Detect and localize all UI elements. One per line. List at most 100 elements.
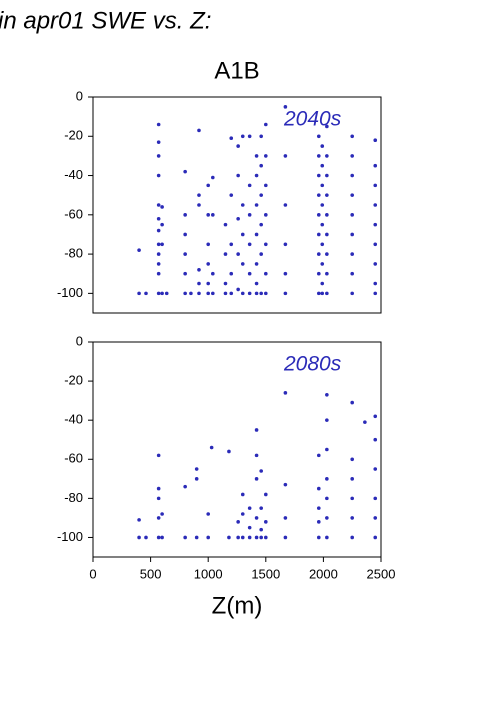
x-tick-label: 1000 <box>194 566 223 581</box>
point <box>156 242 161 247</box>
point <box>373 496 378 501</box>
point <box>229 193 234 197</box>
point <box>227 449 231 454</box>
point <box>236 252 240 256</box>
point <box>325 535 329 540</box>
y-tick-label: -80 <box>64 246 83 261</box>
point <box>373 138 378 142</box>
point <box>316 213 321 217</box>
point <box>316 271 321 276</box>
point <box>325 124 329 129</box>
point <box>247 535 252 540</box>
point <box>137 248 141 252</box>
point <box>264 183 268 188</box>
point <box>247 525 252 530</box>
point <box>156 291 161 296</box>
point <box>325 173 329 178</box>
x-tick-label: 2500 <box>367 566 396 581</box>
point <box>373 262 378 266</box>
point <box>316 486 321 491</box>
point <box>156 271 161 276</box>
point <box>259 469 263 473</box>
point <box>325 154 329 158</box>
point <box>240 203 245 207</box>
point <box>350 193 355 197</box>
point <box>197 128 201 133</box>
point <box>373 222 378 227</box>
point <box>325 418 329 422</box>
point <box>211 291 215 296</box>
point <box>254 154 259 158</box>
point <box>209 445 214 450</box>
point <box>183 169 187 174</box>
point <box>137 291 141 296</box>
point <box>316 252 321 256</box>
point <box>350 457 355 462</box>
point <box>240 492 245 497</box>
point <box>236 173 240 178</box>
chart-title: A1B <box>214 57 259 84</box>
y-tick-label: -20 <box>64 373 83 388</box>
point <box>325 291 329 296</box>
point <box>325 516 329 520</box>
y-tick-label: -80 <box>64 490 83 505</box>
point <box>316 193 321 197</box>
point <box>264 520 268 524</box>
point <box>350 400 355 405</box>
annotation: 2080s <box>283 353 342 376</box>
point <box>206 535 210 540</box>
point <box>264 492 268 497</box>
point <box>320 144 325 148</box>
point <box>316 291 321 296</box>
point <box>316 506 321 510</box>
point <box>350 213 355 217</box>
point <box>206 213 210 217</box>
point <box>325 193 329 197</box>
point <box>373 281 378 286</box>
x-tick-label: 2000 <box>309 566 338 581</box>
point <box>254 477 259 481</box>
point <box>236 520 240 524</box>
point <box>325 232 329 237</box>
point <box>183 484 187 489</box>
point <box>194 477 199 481</box>
point <box>373 163 378 168</box>
point <box>320 163 325 168</box>
point <box>206 291 210 296</box>
point <box>373 242 378 247</box>
point <box>259 193 263 197</box>
point <box>194 467 199 471</box>
point <box>264 242 268 247</box>
point <box>206 262 210 266</box>
point <box>223 252 228 256</box>
point <box>259 222 263 227</box>
point <box>350 154 355 158</box>
point <box>160 291 164 296</box>
point <box>156 173 161 178</box>
point <box>264 213 268 217</box>
point <box>264 535 268 540</box>
point <box>316 520 321 524</box>
point <box>156 216 161 221</box>
point <box>160 205 164 209</box>
y-tick-label: 0 <box>76 333 83 348</box>
point <box>197 281 201 286</box>
point <box>183 232 187 237</box>
plot-frame <box>92 96 382 314</box>
point <box>183 271 187 276</box>
point <box>229 242 234 247</box>
point <box>373 467 378 471</box>
x-tick-label: 0 <box>89 566 96 581</box>
point <box>160 222 164 227</box>
point <box>373 183 378 188</box>
point <box>325 392 329 397</box>
point <box>259 291 263 296</box>
point <box>156 154 161 158</box>
y-tick-label: -100 <box>57 285 83 300</box>
y-tick-label: -20 <box>64 128 83 143</box>
point <box>283 482 288 487</box>
point <box>240 535 245 540</box>
point <box>283 391 288 395</box>
point <box>259 134 263 139</box>
